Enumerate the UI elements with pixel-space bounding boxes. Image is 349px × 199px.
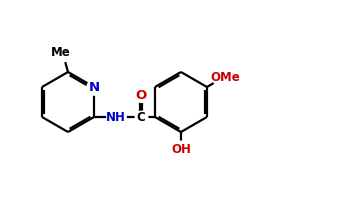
Text: N: N: [88, 81, 99, 94]
Text: OMe: OMe: [210, 70, 240, 84]
Text: Me: Me: [51, 46, 71, 59]
Text: OH: OH: [171, 142, 191, 155]
Text: C: C: [136, 110, 145, 124]
Text: NH: NH: [106, 110, 126, 124]
Text: O: O: [135, 89, 147, 101]
